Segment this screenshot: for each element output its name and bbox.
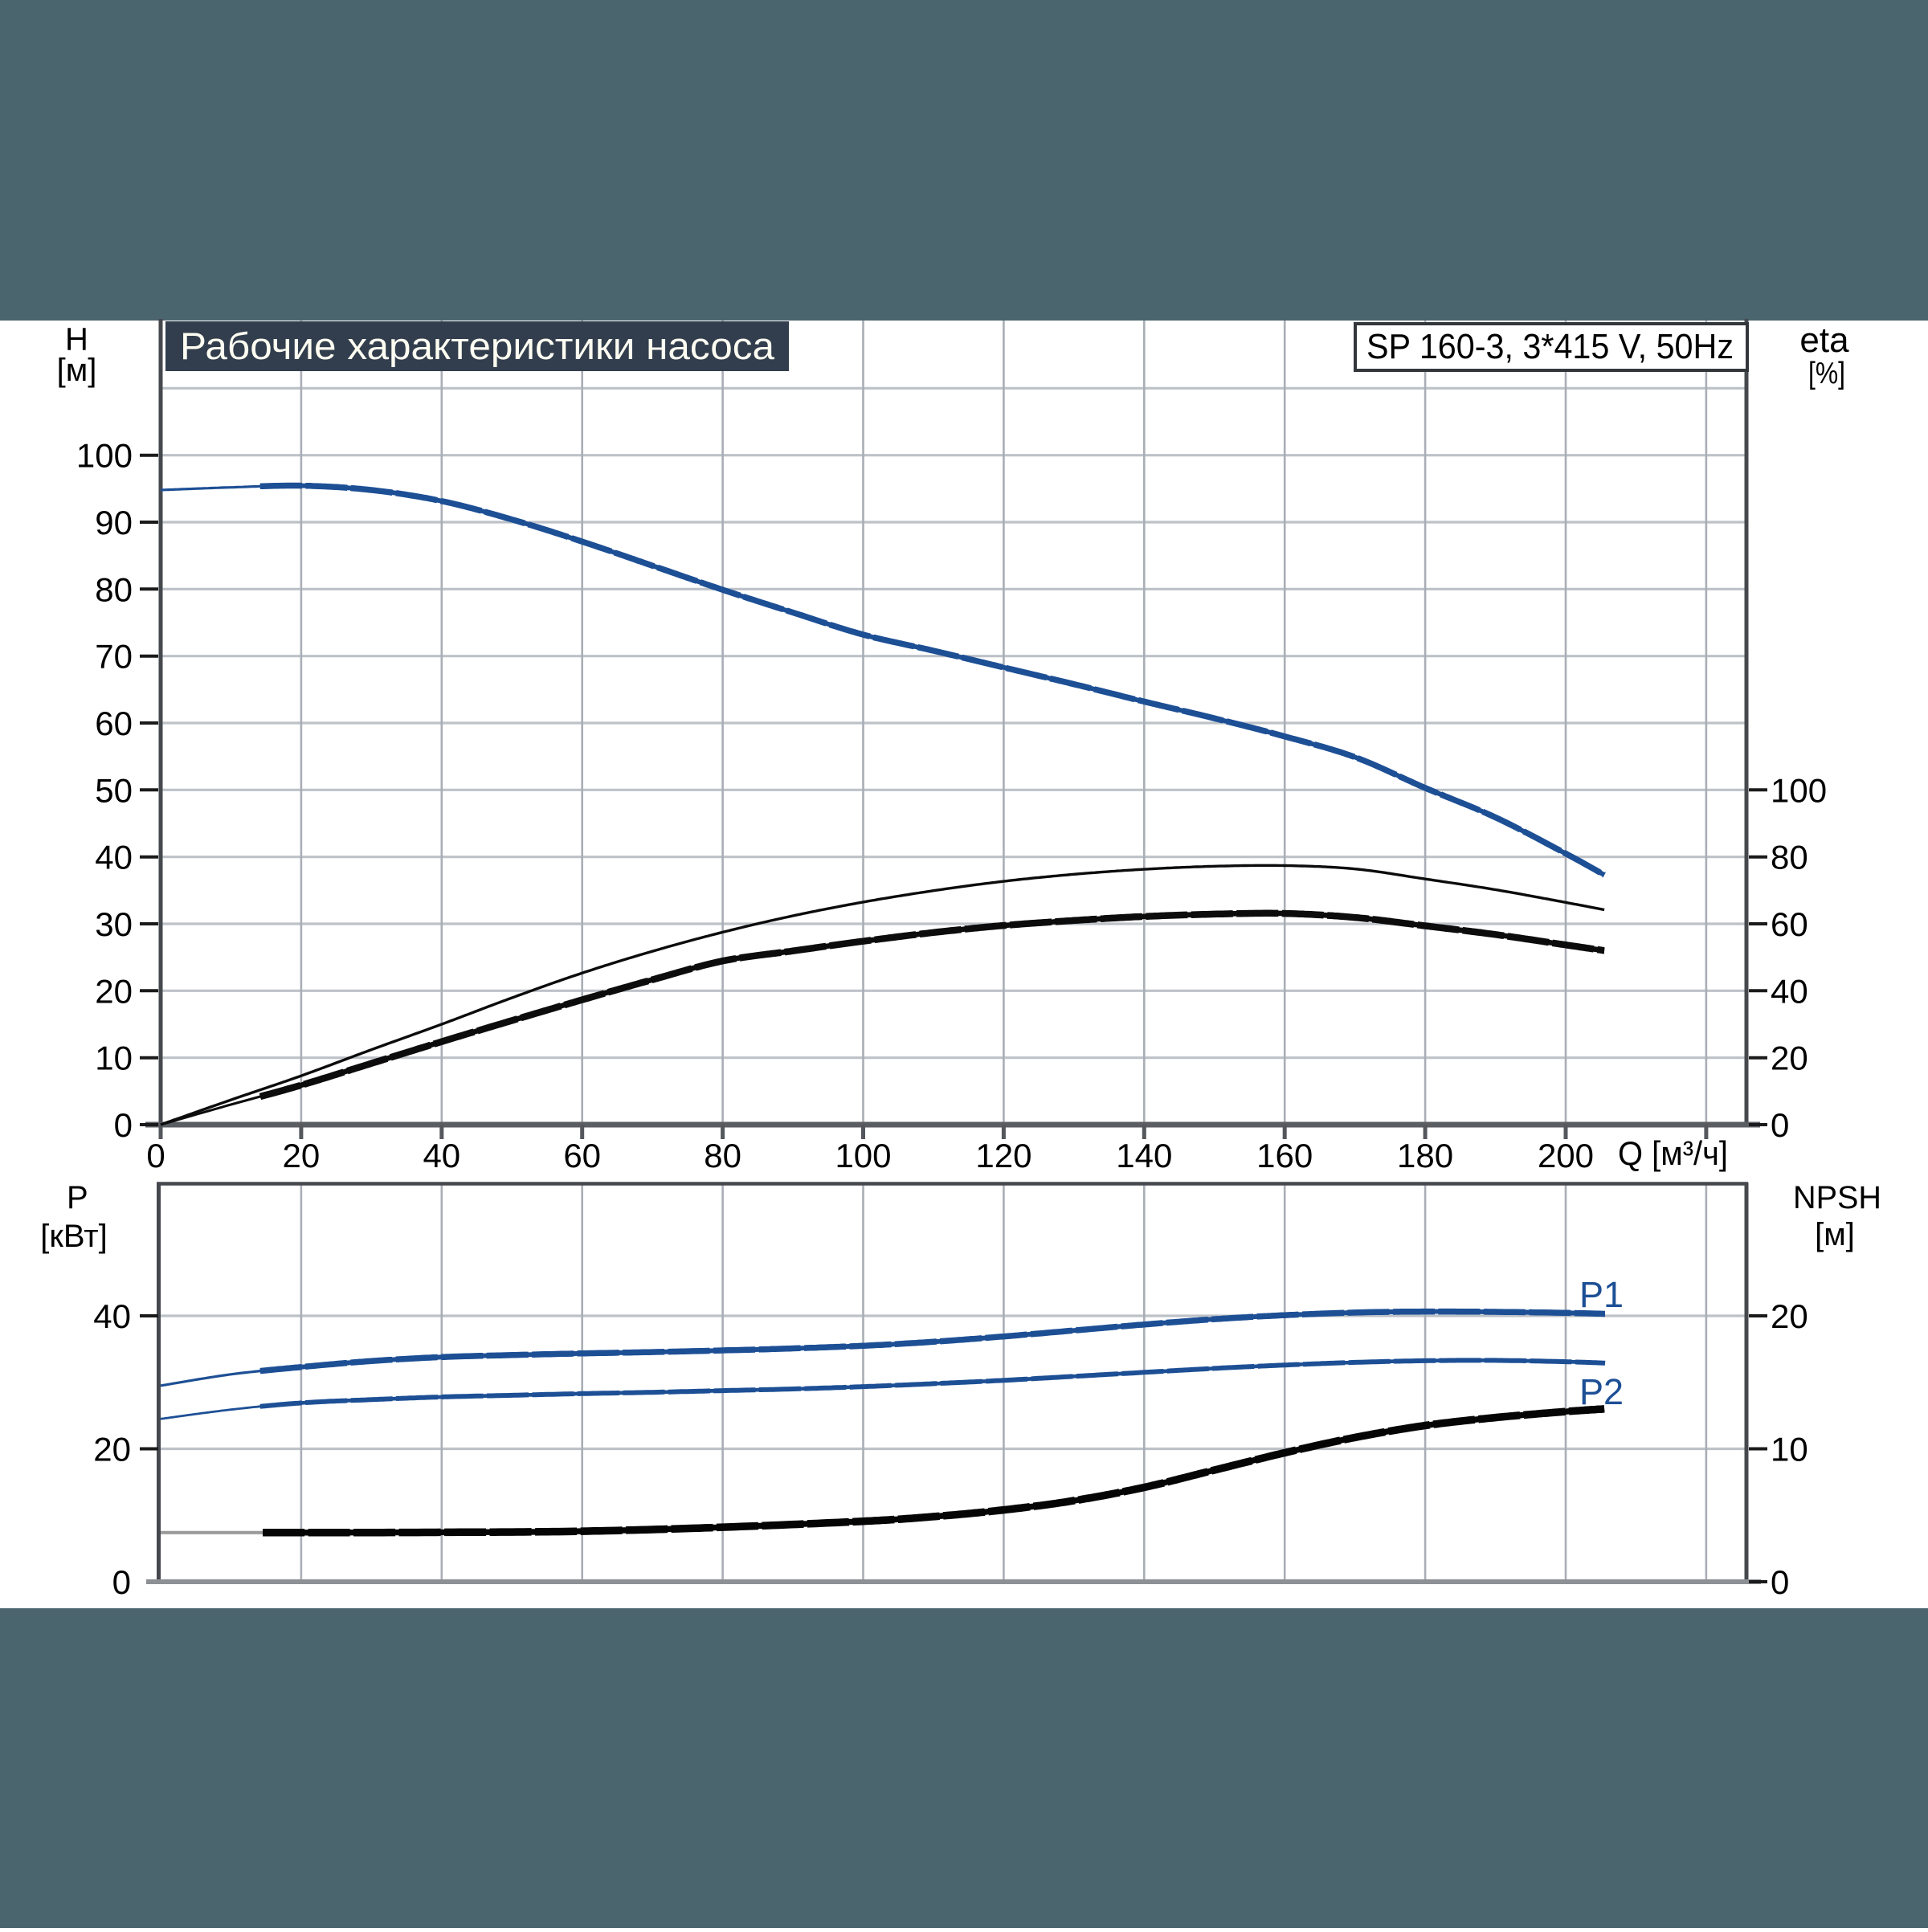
- svg-text:200: 200: [1538, 1137, 1594, 1174]
- svg-text:0: 0: [112, 1563, 131, 1601]
- svg-text:80: 80: [704, 1137, 741, 1174]
- svg-text:0: 0: [1771, 1106, 1789, 1144]
- svg-text:0: 0: [114, 1106, 133, 1144]
- svg-text:40: 40: [1771, 972, 1808, 1010]
- svg-text:100: 100: [1771, 771, 1827, 809]
- svg-text:[кВт]: [кВт]: [40, 1219, 107, 1254]
- svg-text:60: 60: [95, 705, 133, 742]
- svg-text:80: 80: [1771, 839, 1808, 876]
- svg-text:180: 180: [1397, 1137, 1453, 1174]
- svg-text:80: 80: [95, 570, 133, 608]
- svg-text:P: P: [67, 1180, 88, 1215]
- svg-text:40: 40: [95, 839, 133, 876]
- svg-text:40: 40: [93, 1297, 131, 1335]
- svg-text:SP 160-3, 3*415 V, 50Hz: SP 160-3, 3*415 V, 50Hz: [1366, 327, 1734, 366]
- svg-text:20: 20: [283, 1137, 321, 1174]
- svg-text:Рабочие характеристики насоса: Рабочие характеристики насоса: [180, 325, 775, 367]
- svg-text:0: 0: [146, 1137, 165, 1174]
- svg-text:20: 20: [1771, 1040, 1808, 1077]
- svg-text:P2: P2: [1579, 1371, 1624, 1412]
- svg-text:120: 120: [975, 1137, 1031, 1174]
- svg-text:H: H: [65, 322, 88, 357]
- svg-text:100: 100: [835, 1137, 891, 1174]
- svg-text:[м]: [м]: [57, 353, 97, 388]
- svg-text:100: 100: [76, 437, 133, 475]
- svg-text:140: 140: [1116, 1137, 1172, 1174]
- svg-text:60: 60: [1771, 905, 1808, 943]
- svg-text:50: 50: [95, 771, 133, 809]
- svg-text:Q [м³/ч]: Q [м³/ч]: [1618, 1134, 1728, 1172]
- svg-text:60: 60: [563, 1137, 601, 1174]
- svg-text:eta: eta: [1799, 321, 1849, 360]
- svg-text:NPSH: NPSH: [1793, 1180, 1881, 1215]
- svg-text:0: 0: [1771, 1563, 1789, 1601]
- svg-text:30: 30: [95, 905, 133, 943]
- svg-text:160: 160: [1256, 1137, 1313, 1174]
- svg-text:10: 10: [1771, 1431, 1808, 1468]
- svg-text:[м]: [м]: [1815, 1217, 1855, 1252]
- svg-text:10: 10: [95, 1040, 133, 1077]
- svg-text:20: 20: [95, 972, 133, 1010]
- svg-text:20: 20: [1771, 1297, 1808, 1335]
- svg-text:70: 70: [95, 638, 133, 676]
- svg-text:20: 20: [93, 1431, 131, 1468]
- svg-text:[%]: [%]: [1808, 357, 1845, 390]
- svg-text:P1: P1: [1579, 1274, 1624, 1315]
- svg-text:90: 90: [95, 504, 133, 541]
- svg-text:40: 40: [423, 1137, 460, 1174]
